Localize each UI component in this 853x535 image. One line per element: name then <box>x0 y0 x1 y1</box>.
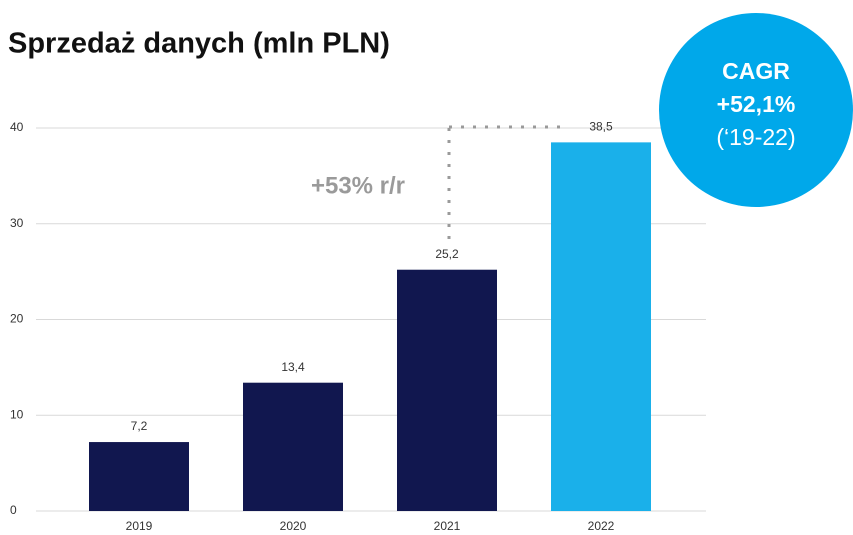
y-tick-label: 10 <box>10 407 24 421</box>
bar <box>89 442 189 511</box>
x-tick-label: 2020 <box>280 519 307 533</box>
value-label: 25,2 <box>435 247 459 261</box>
x-tick-label: 2019 <box>126 519 153 533</box>
bar <box>397 269 497 511</box>
y-tick-label: 0 <box>10 503 17 517</box>
y-tick-label: 40 <box>10 120 24 134</box>
value-label: 7,2 <box>131 419 148 433</box>
x-tick-label: 2022 <box>588 519 615 533</box>
chart-title: Sprzedaż danych (mln PLN) <box>8 28 390 60</box>
value-label: 38,5 <box>589 120 613 134</box>
bar <box>551 142 651 512</box>
value-label: 13,4 <box>281 360 305 374</box>
y-tick-label: 20 <box>10 312 24 326</box>
y-tick-label: 30 <box>10 216 24 230</box>
badge-value: +52,1% <box>717 91 796 117</box>
cagr-badge <box>659 13 853 207</box>
badge-period: (‘19-22) <box>716 124 795 150</box>
bar <box>243 382 343 511</box>
growth-annotation: +53% r/r <box>311 172 405 199</box>
badge-title: CAGR <box>722 58 790 84</box>
x-tick-label: 2021 <box>434 519 461 533</box>
